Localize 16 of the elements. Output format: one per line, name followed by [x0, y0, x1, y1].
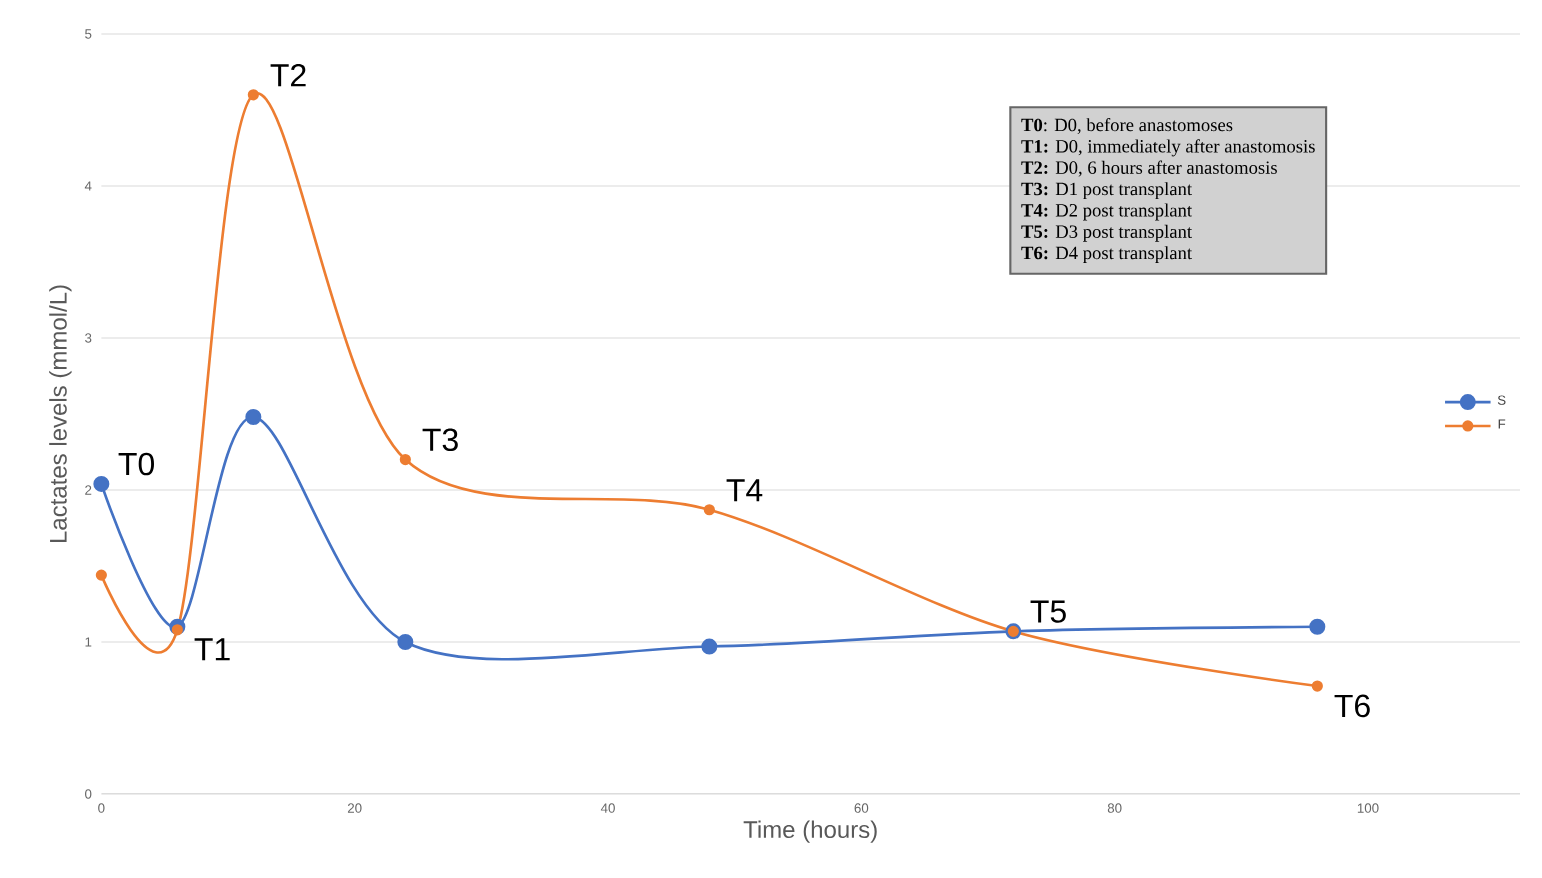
annotation: T1	[194, 638, 230, 661]
annotation: T5: D3 post transplant	[1021, 224, 1192, 242]
annotation: T4: D2 post transplant	[1021, 203, 1192, 221]
annotation: T5	[1030, 600, 1066, 623]
annotation: T2: D0, 6 hours after anastomosis	[1021, 160, 1277, 177]
annotation: T3	[422, 428, 458, 452]
y-axis-title: Lactates levels (mmol/L)	[49, 285, 72, 543]
annotation: T2	[270, 63, 306, 87]
annotation: T4	[726, 479, 763, 502]
annotation: T6	[1334, 694, 1370, 718]
annotation: T3: D1 post transplant	[1021, 182, 1192, 200]
annotation: T1: D0, immediately after anastomosis	[1021, 139, 1315, 157]
annotation: T0: D0, before anastomoses	[1021, 117, 1233, 134]
annotation: T6: D4 post transplant	[1021, 246, 1192, 264]
x-axis-title: Time (hours)	[743, 820, 877, 843]
annotation: T0	[118, 452, 154, 476]
